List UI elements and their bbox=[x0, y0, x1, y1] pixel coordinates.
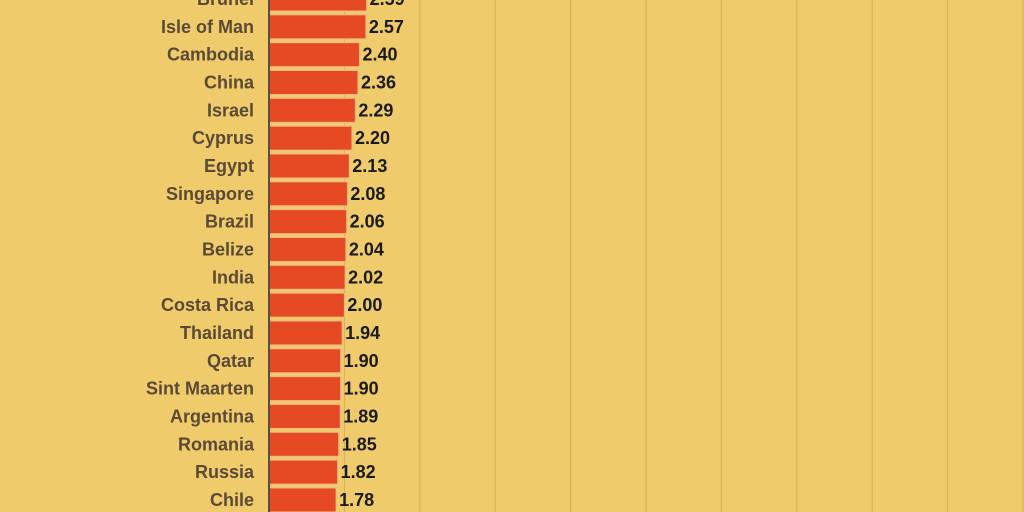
value-label: 1.78 bbox=[339, 490, 374, 510]
category-label: Israel bbox=[207, 100, 254, 120]
category-label: Isle of Man bbox=[161, 17, 254, 37]
category-label: Chile bbox=[210, 490, 254, 510]
value-label: 1.82 bbox=[341, 462, 376, 482]
value-label: 2.40 bbox=[362, 45, 397, 65]
value-label: 2.13 bbox=[352, 156, 387, 176]
bar bbox=[268, 487, 337, 512]
bar bbox=[268, 403, 341, 429]
value-label: 2.04 bbox=[349, 239, 384, 259]
bar bbox=[268, 153, 350, 179]
bar bbox=[268, 459, 339, 485]
value-label: 2.57 bbox=[369, 17, 404, 37]
category-labels: Brunei Isle of Man Cambodia China Israel Cypr… bbox=[146, 0, 255, 510]
value-label: 1.94 bbox=[345, 323, 380, 343]
bar bbox=[268, 320, 343, 346]
value-label: 1.90 bbox=[344, 379, 379, 399]
gridlines bbox=[343, 0, 1024, 512]
value-label: 2.08 bbox=[350, 184, 385, 204]
bar bbox=[268, 69, 359, 95]
value-label: 2.29 bbox=[358, 100, 393, 120]
bar bbox=[268, 376, 342, 402]
value-label: 2.00 bbox=[347, 295, 382, 315]
value-label: 1.85 bbox=[342, 434, 377, 454]
bars bbox=[268, 0, 368, 512]
value-label: 2.36 bbox=[361, 72, 396, 92]
bar bbox=[268, 181, 348, 207]
category-label: Cambodia bbox=[167, 45, 255, 65]
category-label: Brazil bbox=[205, 212, 254, 232]
category-label: Russia bbox=[195, 462, 255, 482]
bar bbox=[268, 264, 346, 290]
value-label: 2.06 bbox=[350, 212, 385, 232]
bar bbox=[268, 292, 345, 318]
value-labels: 2.59 2.57 2.40 2.36 2.29 2.20 2.13 2.08 2.06 2.04… bbox=[339, 0, 405, 510]
category-label: Cyprus bbox=[192, 128, 254, 148]
category-label: India bbox=[212, 267, 255, 287]
category-label: Thailand bbox=[180, 323, 254, 343]
category-label: Costa Rica bbox=[161, 295, 255, 315]
category-label: China bbox=[204, 72, 255, 92]
bar bbox=[268, 42, 360, 68]
value-label: 2.20 bbox=[355, 128, 390, 148]
bar bbox=[268, 431, 340, 457]
category-label: Romania bbox=[178, 434, 255, 454]
category-label: Singapore bbox=[166, 184, 254, 204]
category-label: Argentina bbox=[170, 406, 255, 426]
bar bbox=[268, 97, 356, 123]
category-label: Brunei bbox=[197, 0, 254, 9]
value-label: 2.02 bbox=[348, 267, 383, 287]
value-label: 2.59 bbox=[370, 0, 405, 9]
bar bbox=[268, 348, 342, 374]
bar bbox=[268, 125, 353, 151]
value-label: 1.89 bbox=[343, 406, 378, 426]
category-label: Qatar bbox=[207, 351, 254, 371]
bar bbox=[268, 14, 367, 40]
category-label: Belize bbox=[202, 239, 254, 259]
value-label: 1.90 bbox=[344, 351, 379, 371]
bar bbox=[268, 236, 347, 262]
bar bbox=[268, 209, 348, 235]
category-label: Egypt bbox=[204, 156, 254, 176]
category-label: Sint Maarten bbox=[146, 379, 254, 399]
bar bbox=[268, 0, 368, 12]
